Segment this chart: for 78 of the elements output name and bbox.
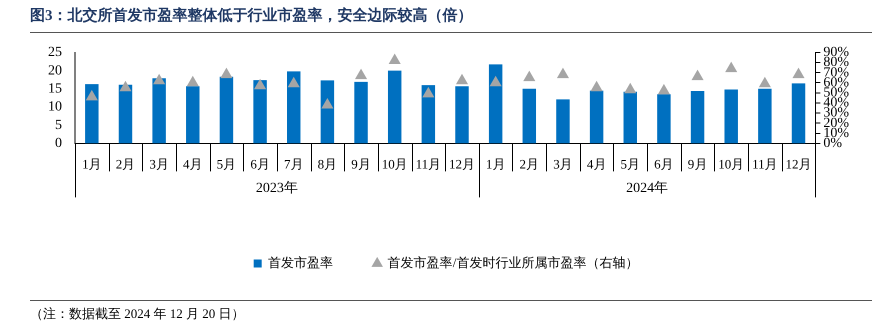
x-tick-label: 6月 [250,156,270,172]
bar [118,84,132,144]
point [490,76,502,86]
x-tick-label: 10月 [382,156,408,172]
x-tick-label: 11月 [752,156,778,172]
point [590,81,602,92]
point [187,76,198,86]
x-tick-label: 6月 [654,156,674,172]
bar [792,83,806,144]
x-tick-label: 12月 [448,156,475,172]
x-tick-label: 8月 [318,156,338,172]
point [422,87,434,98]
point [624,83,636,94]
text: （注：数据截至 2024 年 12 月 20 日） [30,305,244,323]
y-tick-label: 15 [48,81,62,96]
x-tick-label: 4月 [586,156,606,172]
point [557,68,569,78]
bar [287,71,300,144]
x-tick-label: 3月 [553,156,573,172]
point [692,70,704,80]
x-tick-label: 5月 [216,156,236,172]
legend-label: 首发市盈率 [268,254,334,270]
point [792,68,804,78]
x-tick-label: 4月 [183,156,203,172]
legend-label: 首发市盈率/首发时行业所属市盈率（右轴） [388,254,638,270]
text: 2024年 [626,180,668,196]
bar [320,80,334,144]
x-tick-label: 1月 [82,156,102,172]
y-tick-label: 25 [48,45,62,60]
bar [422,85,436,144]
y-tick-label: 5 [55,118,62,133]
bar [388,70,402,144]
bar [758,88,772,144]
x-tick-label: 1月 [486,156,506,172]
bar [253,80,267,144]
x-tick-label: 5月 [620,156,640,172]
point [254,79,266,90]
bar [724,90,738,144]
bar [657,94,671,144]
x-tick-label: 2月 [520,156,540,172]
bar [488,64,502,144]
point [524,71,535,82]
point [726,62,737,72]
bar [455,86,469,144]
bar [152,78,166,144]
point [759,77,771,88]
point [456,74,468,84]
chart-title: 图3：北交所首发市盈率整体低于行业市盈率，安全边际较高（倍） [30,6,472,25]
point [355,69,367,80]
x-tick-label: 9月 [688,156,708,172]
x-tick-label: 7月 [284,156,304,172]
y-tick-label: 0 [55,136,62,152]
text: 2023年 [256,180,298,196]
bar [186,86,200,144]
point [220,68,232,78]
x-tick-label: 10月 [718,156,744,172]
x-tick-label: 3月 [149,156,169,172]
point [388,54,400,64]
point [288,77,300,88]
point [120,81,132,92]
bar [85,84,99,144]
bar [624,92,637,144]
x-tick-label: 2月 [116,156,136,172]
point [153,74,165,84]
x-tick-label: 11月 [416,156,442,172]
bar [556,99,570,144]
bar [522,88,536,144]
x-tick-label: 12月 [786,156,812,172]
y-tick-label: 10 [48,100,62,115]
bar [590,90,604,144]
bar [354,82,368,144]
bar [690,90,704,144]
point [322,98,334,108]
y-tick-label: 20 [48,63,62,78]
point [86,90,98,100]
bar [220,76,234,144]
x-tick-label: 9月 [351,156,371,172]
point [658,84,670,94]
